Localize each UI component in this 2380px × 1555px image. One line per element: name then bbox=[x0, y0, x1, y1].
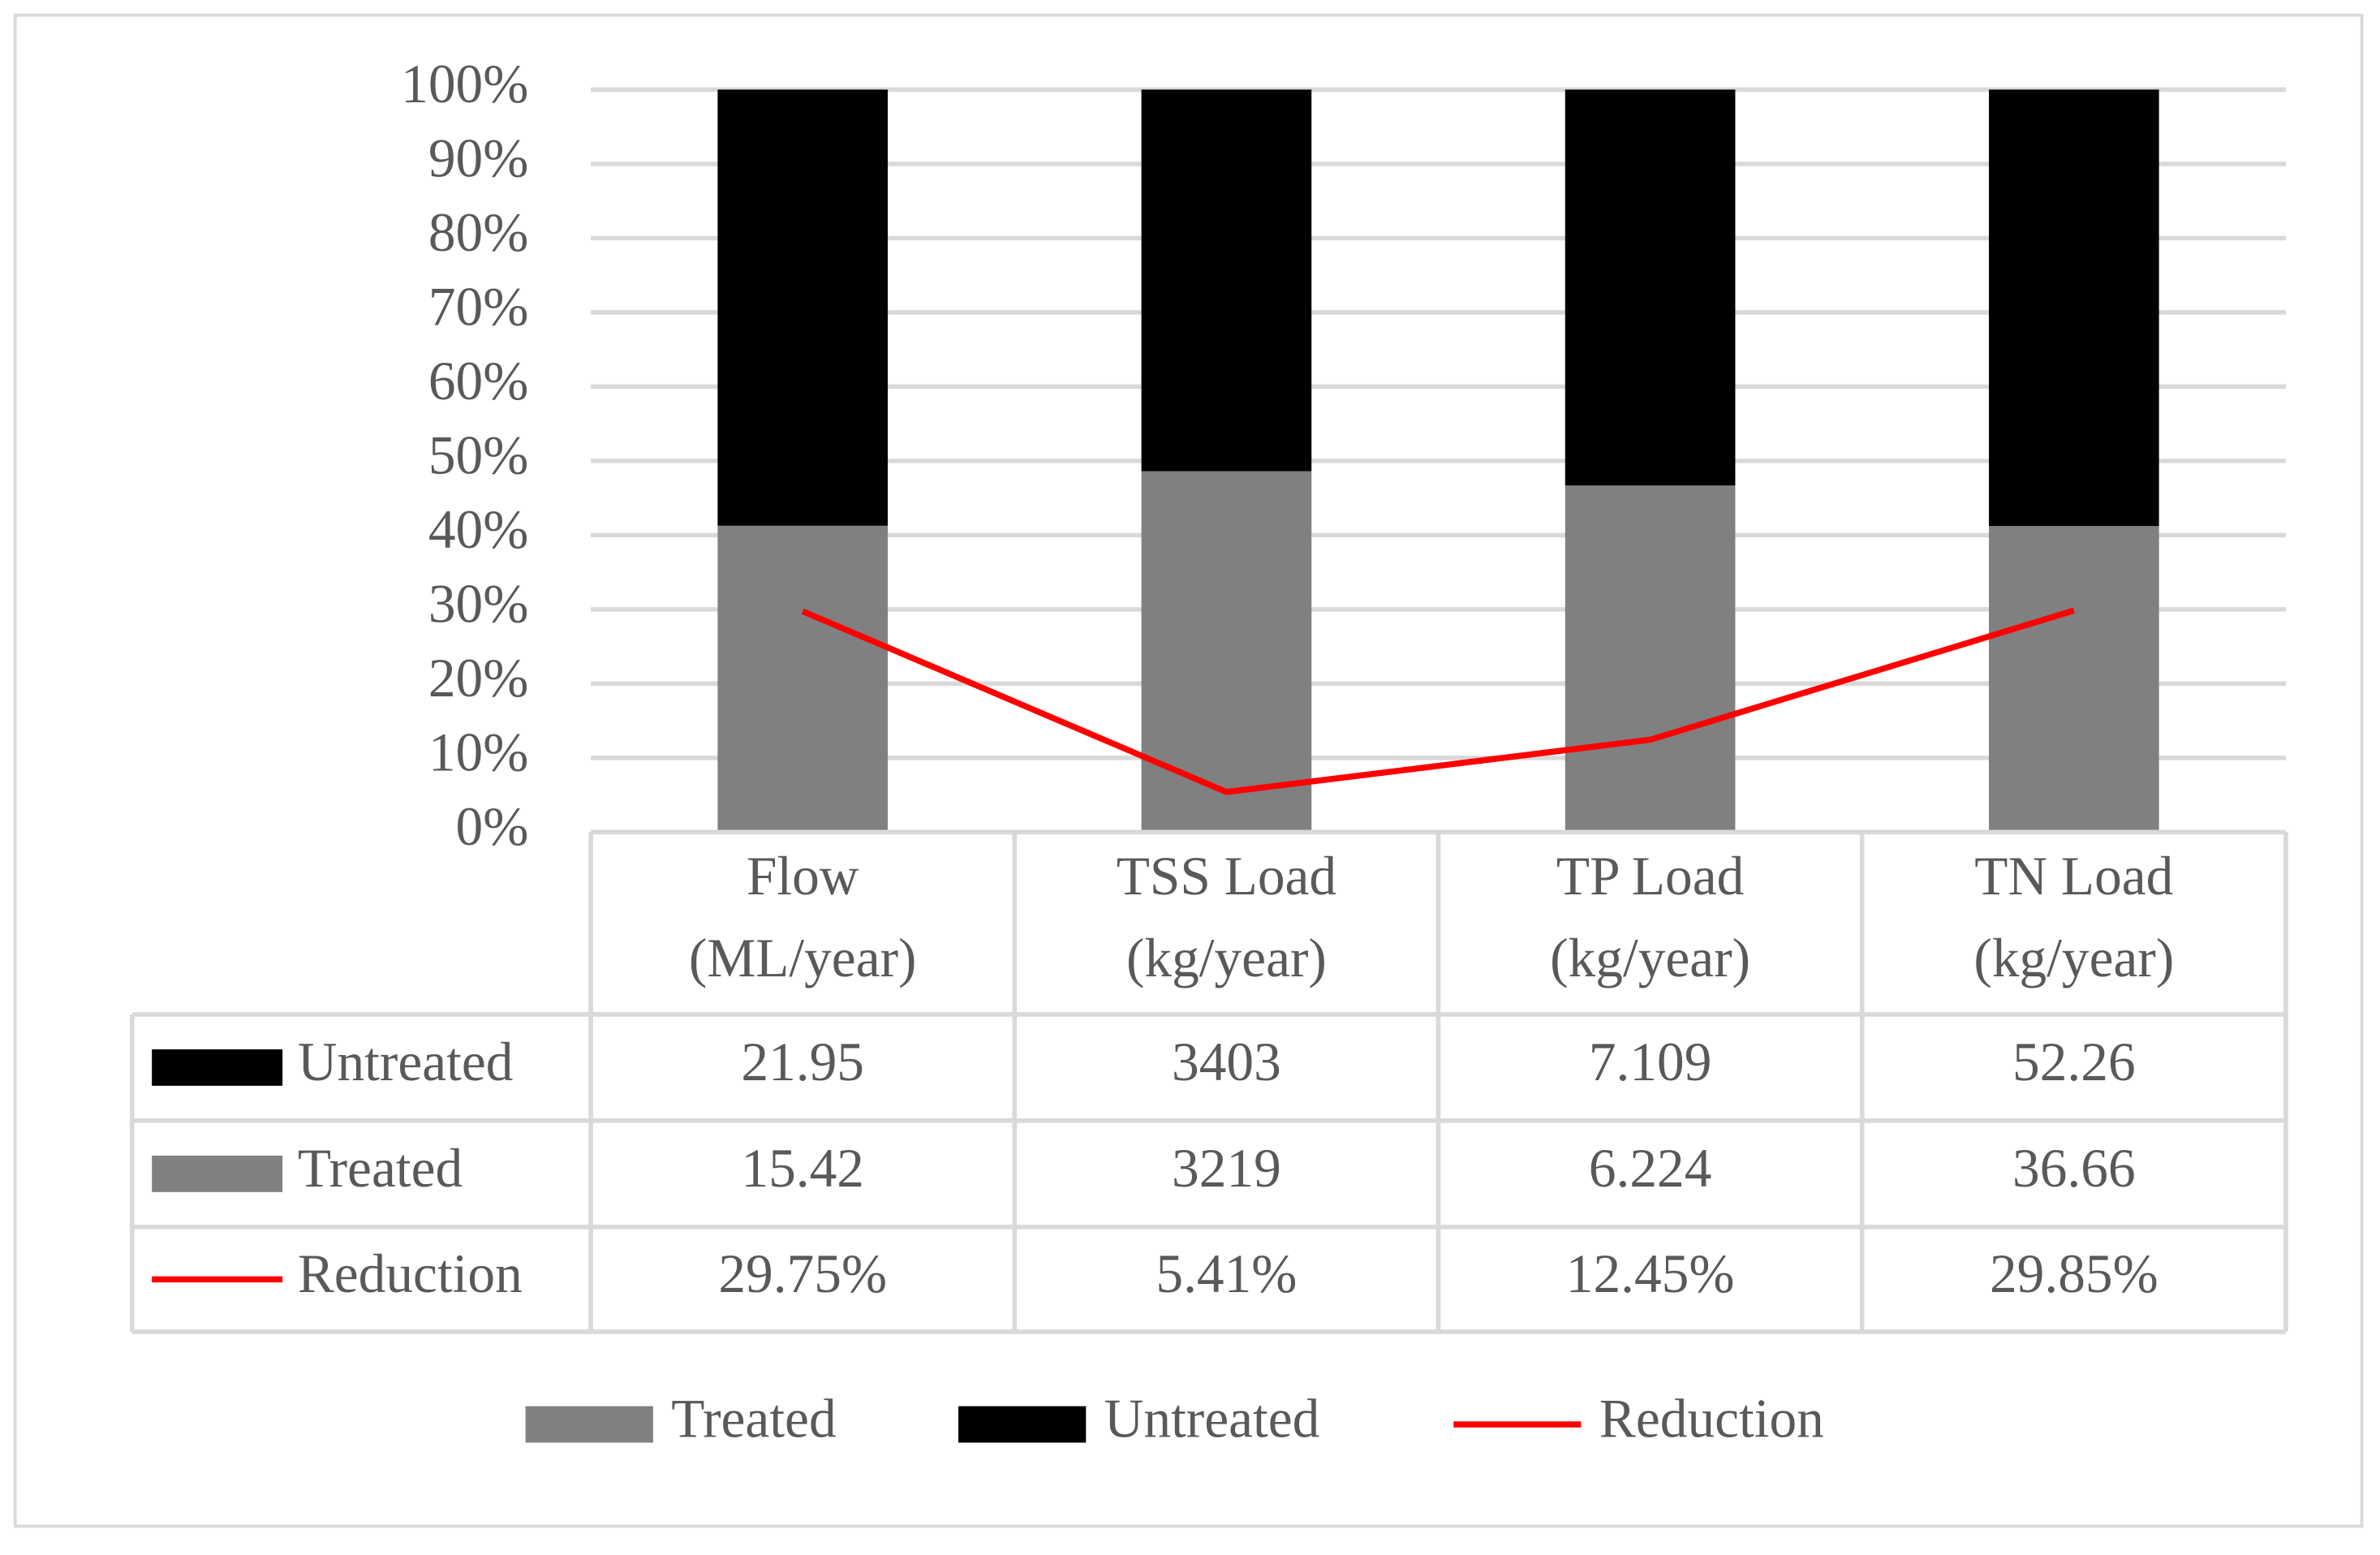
table-cell: 6.224 bbox=[1589, 1138, 1712, 1199]
legend-label: Reduction bbox=[1599, 1389, 1824, 1449]
bar-segment bbox=[1564, 485, 1736, 833]
legend-label: Treated bbox=[671, 1389, 836, 1449]
table-cell: 21.95 bbox=[741, 1032, 864, 1092]
bar-segment bbox=[1141, 471, 1312, 833]
bar-segment bbox=[1564, 89, 1736, 486]
bar-segment bbox=[1989, 526, 2159, 833]
table-cell: 3403 bbox=[1172, 1032, 1281, 1092]
y-tick-label: 50% bbox=[428, 424, 529, 485]
table-cell: 36.66 bbox=[2012, 1138, 2136, 1199]
x-tick-label: Flow (ML/year) bbox=[689, 846, 917, 989]
table-cell: 15.42 bbox=[741, 1138, 864, 1199]
x-tick-label: TP Load (kg/year) bbox=[1550, 846, 1750, 989]
table-cell: 12.45% bbox=[1566, 1243, 1735, 1304]
table-cell: 52.26 bbox=[2012, 1032, 2136, 1092]
y-tick-label: 10% bbox=[428, 722, 529, 782]
y-tick-label: 30% bbox=[428, 573, 529, 634]
table-row-label: Reduction bbox=[298, 1243, 523, 1304]
line-series bbox=[801, 607, 2075, 795]
legend-swatch bbox=[958, 1406, 1087, 1443]
table-legend-swatch bbox=[152, 1155, 283, 1192]
table-cell: 3219 bbox=[1172, 1138, 1281, 1199]
table-cell: 29.85% bbox=[1990, 1243, 2158, 1304]
table-cell: 5.41% bbox=[1156, 1243, 1297, 1304]
table-cell: 29.75% bbox=[718, 1243, 887, 1304]
bar-segment bbox=[717, 525, 889, 833]
bar-segment bbox=[717, 89, 889, 526]
legend-label: Untreated bbox=[1104, 1389, 1320, 1449]
bar-segment bbox=[1141, 89, 1312, 472]
x-tick-label: TN Load (kg/year) bbox=[1973, 846, 2174, 989]
y-tick-label: 60% bbox=[428, 351, 529, 411]
table-cell: 7.109 bbox=[1589, 1032, 1712, 1092]
y-tick-label: 100% bbox=[401, 54, 528, 114]
table-legend-swatch bbox=[152, 1049, 283, 1086]
y-tick-label: 0% bbox=[456, 796, 529, 857]
y-tick-label: 80% bbox=[428, 202, 529, 263]
table-row-label: Treated bbox=[298, 1138, 463, 1199]
legend-swatch bbox=[525, 1406, 653, 1443]
y-tick-label: 90% bbox=[428, 127, 529, 188]
y-tick-label: 20% bbox=[428, 648, 529, 709]
bar-segment bbox=[1989, 89, 2159, 527]
table-row-label: Untreated bbox=[298, 1032, 514, 1092]
x-tick-label: TSS Load (kg/year) bbox=[1117, 846, 1336, 989]
y-tick-label: 70% bbox=[428, 276, 529, 337]
y-tick-label: 40% bbox=[428, 499, 529, 560]
